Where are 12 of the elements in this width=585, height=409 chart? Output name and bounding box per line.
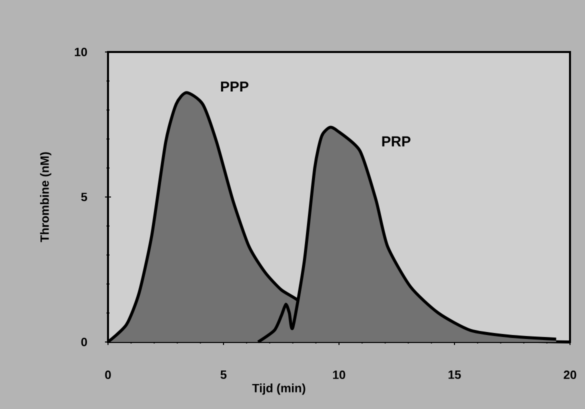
x-axis-title: Tijd (min) (252, 384, 306, 395)
series-label: PPP (221, 82, 248, 92)
y-tick-label: 0 (81, 338, 87, 346)
x-tick-label: 15 (448, 370, 461, 379)
x-tick-label: 5 (220, 370, 227, 379)
x-tick-label: 0 (105, 370, 111, 380)
x-tick-label: 20 (564, 370, 576, 380)
x-tick-label: 10 (333, 370, 346, 380)
y-axis-title: Thrombine (nM) (40, 152, 52, 242)
y-tick-label: 10 (74, 48, 87, 56)
y-tick-label: 5 (81, 192, 88, 202)
series-label: PRP (382, 136, 410, 146)
